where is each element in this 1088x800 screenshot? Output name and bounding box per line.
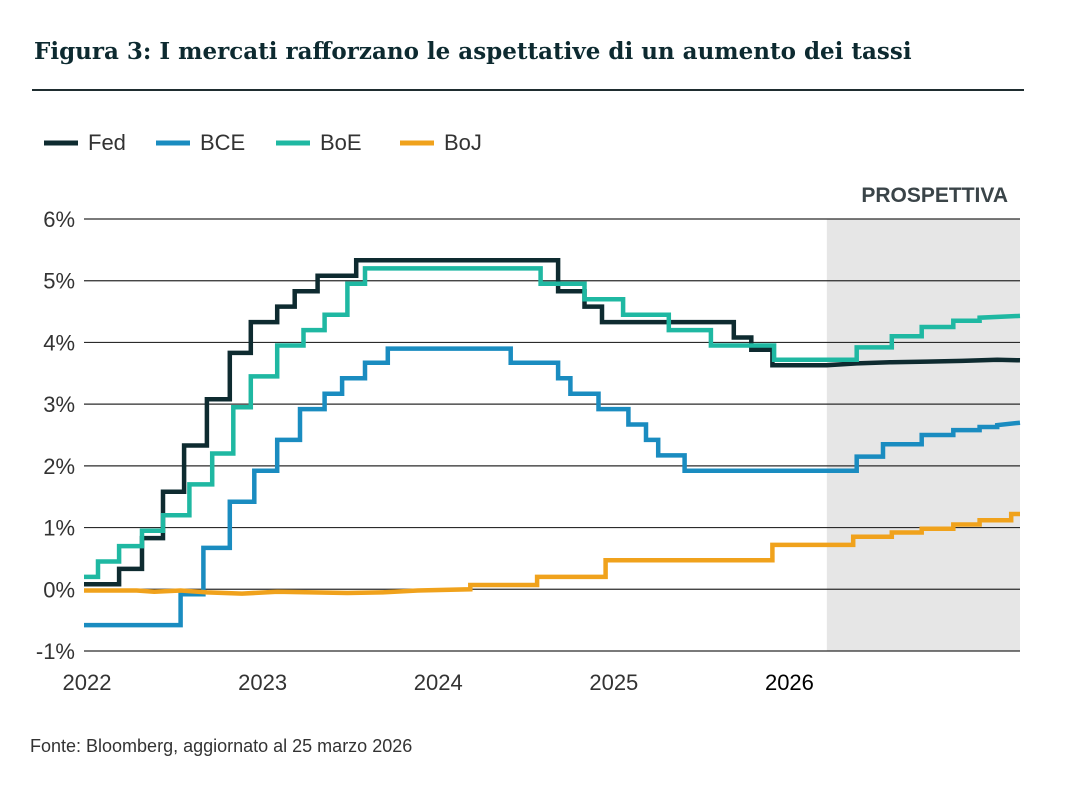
series-line-bce: [84, 346, 1021, 628]
y-tick-label: 1%: [43, 516, 75, 541]
grid-lines: [84, 218, 1020, 652]
series-line-fed: [84, 258, 1021, 587]
series-line-boj: [84, 511, 1020, 596]
series-line-boe: [84, 266, 1021, 580]
title-divider: [32, 89, 1024, 91]
chart-title: Figura 3: I mercati rafforzano le aspett…: [34, 38, 912, 65]
y-tick-label: -1%: [36, 639, 75, 664]
x-tick-label: 2025: [589, 670, 638, 695]
legend-label: BCE: [200, 130, 245, 155]
legend-label: BoJ: [444, 130, 482, 155]
legend: Fed BCE BoE BoJ: [44, 130, 482, 155]
y-tick-label: 4%: [43, 330, 75, 355]
y-axis-ticks: -1% 0% 1% 2% 3% 4% 5% 6%: [36, 207, 75, 664]
x-axis-ticks: 2022 2023 2024 2025 2026: [63, 670, 814, 695]
x-tick-label: 2026: [765, 670, 814, 695]
series-lines: [84, 258, 1021, 628]
y-tick-label: 5%: [43, 269, 75, 294]
source-note: Fonte: Bloomberg, aggiornato al 25 marzo…: [30, 736, 413, 756]
legend-label: Fed: [88, 130, 126, 155]
y-tick-label: 2%: [43, 454, 75, 479]
y-tick-label: 0%: [43, 577, 75, 602]
y-tick-label: 3%: [43, 392, 75, 417]
forecast-label: PROSPETTIVA: [861, 184, 1008, 207]
y-tick-label: 6%: [43, 207, 75, 232]
x-tick-label: 2023: [238, 670, 287, 695]
x-tick-label: 2022: [63, 670, 112, 695]
x-tick-label: 2024: [414, 670, 463, 695]
legend-label: BoE: [320, 130, 362, 155]
